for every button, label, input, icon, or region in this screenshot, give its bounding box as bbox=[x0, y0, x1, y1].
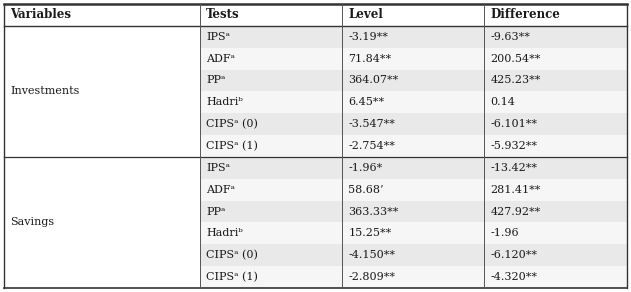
Bar bbox=[200, 266, 342, 288]
Bar bbox=[342, 4, 485, 26]
Text: 0.14: 0.14 bbox=[490, 97, 515, 107]
Text: -4.320**: -4.320** bbox=[490, 272, 538, 282]
Text: -1.96*: -1.96* bbox=[348, 163, 382, 173]
Bar bbox=[342, 135, 485, 157]
Text: ADFᵃ: ADFᵃ bbox=[206, 185, 235, 195]
Bar bbox=[200, 113, 342, 135]
Bar bbox=[342, 69, 485, 91]
Bar bbox=[200, 223, 342, 244]
Bar bbox=[200, 244, 342, 266]
Text: CIPSᵃ (1): CIPSᵃ (1) bbox=[206, 272, 258, 282]
Text: -2.754**: -2.754** bbox=[348, 141, 395, 151]
Bar bbox=[342, 157, 485, 179]
Bar bbox=[200, 26, 342, 48]
Bar bbox=[200, 179, 342, 201]
Text: 363.33**: 363.33** bbox=[348, 206, 399, 217]
Bar bbox=[200, 91, 342, 113]
Bar bbox=[342, 26, 485, 48]
Bar bbox=[485, 48, 627, 69]
Text: Variables: Variables bbox=[10, 8, 71, 21]
Text: 6.45**: 6.45** bbox=[348, 97, 384, 107]
Text: -1.96: -1.96 bbox=[490, 228, 519, 238]
Text: -5.932**: -5.932** bbox=[490, 141, 538, 151]
Bar bbox=[200, 48, 342, 69]
Bar bbox=[4, 157, 200, 288]
Text: 427.92**: 427.92** bbox=[490, 206, 541, 217]
Bar bbox=[342, 266, 485, 288]
Bar bbox=[342, 201, 485, 223]
Text: 58.68’: 58.68’ bbox=[348, 185, 384, 195]
Text: 281.41**: 281.41** bbox=[490, 185, 541, 195]
Text: Savings: Savings bbox=[10, 218, 54, 227]
Text: -4.150**: -4.150** bbox=[348, 250, 395, 260]
Text: -13.42**: -13.42** bbox=[490, 163, 538, 173]
Text: 364.07**: 364.07** bbox=[348, 75, 399, 86]
Text: IPSᵃ: IPSᵃ bbox=[206, 163, 230, 173]
Text: CIPSᵃ (1): CIPSᵃ (1) bbox=[206, 141, 258, 151]
Text: -3.547**: -3.547** bbox=[348, 119, 395, 129]
Text: -3.19**: -3.19** bbox=[348, 32, 388, 42]
Text: IPSᵃ: IPSᵃ bbox=[206, 32, 230, 42]
Bar bbox=[4, 4, 200, 26]
Text: CIPSᵃ (0): CIPSᵃ (0) bbox=[206, 250, 258, 260]
Text: Investments: Investments bbox=[10, 86, 80, 96]
Bar bbox=[485, 201, 627, 223]
Bar bbox=[485, 26, 627, 48]
Bar bbox=[342, 244, 485, 266]
Bar bbox=[200, 135, 342, 157]
Text: 15.25**: 15.25** bbox=[348, 228, 392, 238]
Bar bbox=[200, 201, 342, 223]
Bar bbox=[485, 69, 627, 91]
Bar bbox=[485, 179, 627, 201]
Bar bbox=[342, 48, 485, 69]
Bar bbox=[4, 26, 200, 157]
Bar bbox=[342, 113, 485, 135]
Text: 425.23**: 425.23** bbox=[490, 75, 541, 86]
Text: CIPSᵃ (0): CIPSᵃ (0) bbox=[206, 119, 258, 129]
Bar bbox=[485, 244, 627, 266]
Text: PPᵃ: PPᵃ bbox=[206, 75, 226, 86]
Text: ADFᵃ: ADFᵃ bbox=[206, 54, 235, 64]
Bar bbox=[342, 91, 485, 113]
Text: -2.809**: -2.809** bbox=[348, 272, 395, 282]
Text: 200.54**: 200.54** bbox=[490, 54, 541, 64]
Text: 71.84**: 71.84** bbox=[348, 54, 391, 64]
Text: Hadriᵇ: Hadriᵇ bbox=[206, 228, 243, 238]
Text: -9.63**: -9.63** bbox=[490, 32, 530, 42]
Bar bbox=[485, 266, 627, 288]
Text: -6.120**: -6.120** bbox=[490, 250, 538, 260]
Bar bbox=[342, 223, 485, 244]
Text: Hadriᵇ: Hadriᵇ bbox=[206, 97, 243, 107]
Bar bbox=[200, 157, 342, 179]
Bar bbox=[485, 223, 627, 244]
Text: Tests: Tests bbox=[206, 8, 240, 21]
Bar bbox=[485, 4, 627, 26]
Text: Level: Level bbox=[348, 8, 383, 21]
Text: Difference: Difference bbox=[490, 8, 560, 21]
Text: PPᵃ: PPᵃ bbox=[206, 206, 226, 217]
Bar bbox=[485, 91, 627, 113]
Text: -6.101**: -6.101** bbox=[490, 119, 538, 129]
Bar bbox=[485, 135, 627, 157]
Bar bbox=[200, 69, 342, 91]
Bar bbox=[485, 113, 627, 135]
Bar bbox=[200, 4, 342, 26]
Bar bbox=[485, 157, 627, 179]
Bar bbox=[342, 179, 485, 201]
